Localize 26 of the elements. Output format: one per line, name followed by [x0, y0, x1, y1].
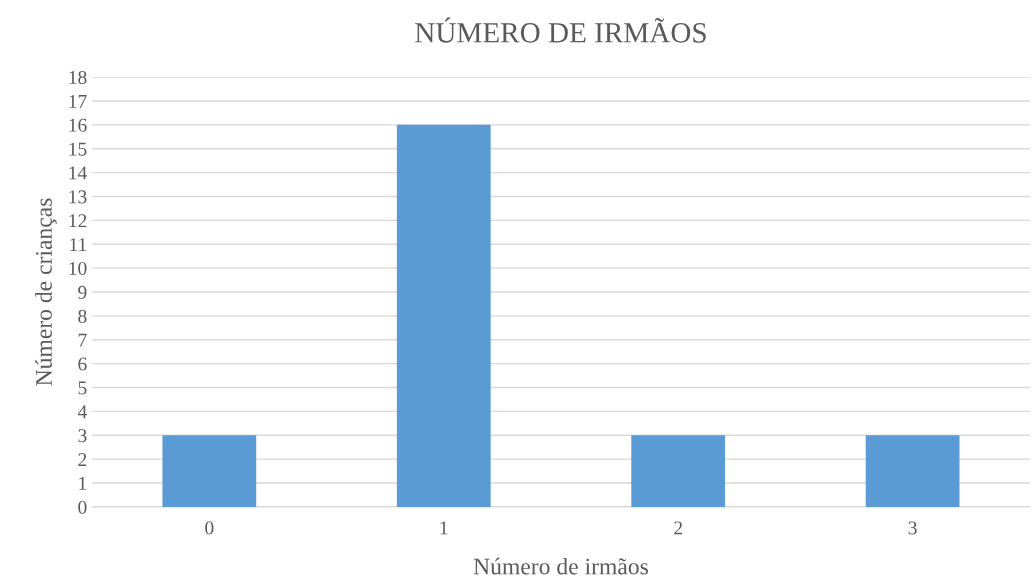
y-tick-label: 1	[79, 476, 87, 490]
chart-title: NÚMERO DE IRMÃOS	[415, 17, 706, 43]
y-tick-label: 0	[78, 500, 87, 514]
y-tick-label: 14	[69, 166, 87, 180]
y-tick-label: 15	[69, 142, 87, 156]
y-tick-label: 16	[69, 118, 87, 132]
y-tick-label: 7	[78, 333, 87, 347]
y-tick-label: 6	[78, 357, 87, 371]
y-tick-label: 4	[77, 405, 87, 419]
y-tick-label: 3	[78, 429, 87, 443]
y-tick-label: 2	[78, 453, 87, 466]
x-tick-label: 3	[908, 521, 917, 535]
y-tick-label: 5	[78, 381, 87, 395]
x-axis-title: Número de irmãos	[473, 557, 648, 575]
y-axis-title: Número de crianças	[35, 198, 57, 386]
y-tick-label: 10	[69, 261, 87, 276]
x-tick-label: 0	[205, 521, 214, 535]
y-tick-label: 17	[69, 94, 87, 108]
y-tick-label: 11	[70, 238, 87, 251]
x-tick-label: 2	[674, 521, 682, 535]
y-tick-label: 8	[78, 309, 87, 323]
y-tick-label: 12	[69, 214, 87, 228]
y-tick-label: 13	[69, 190, 87, 204]
y-tick-label: 18	[69, 70, 87, 85]
y-tick-label: 9	[78, 285, 87, 299]
x-tick-label: 1	[440, 521, 448, 535]
